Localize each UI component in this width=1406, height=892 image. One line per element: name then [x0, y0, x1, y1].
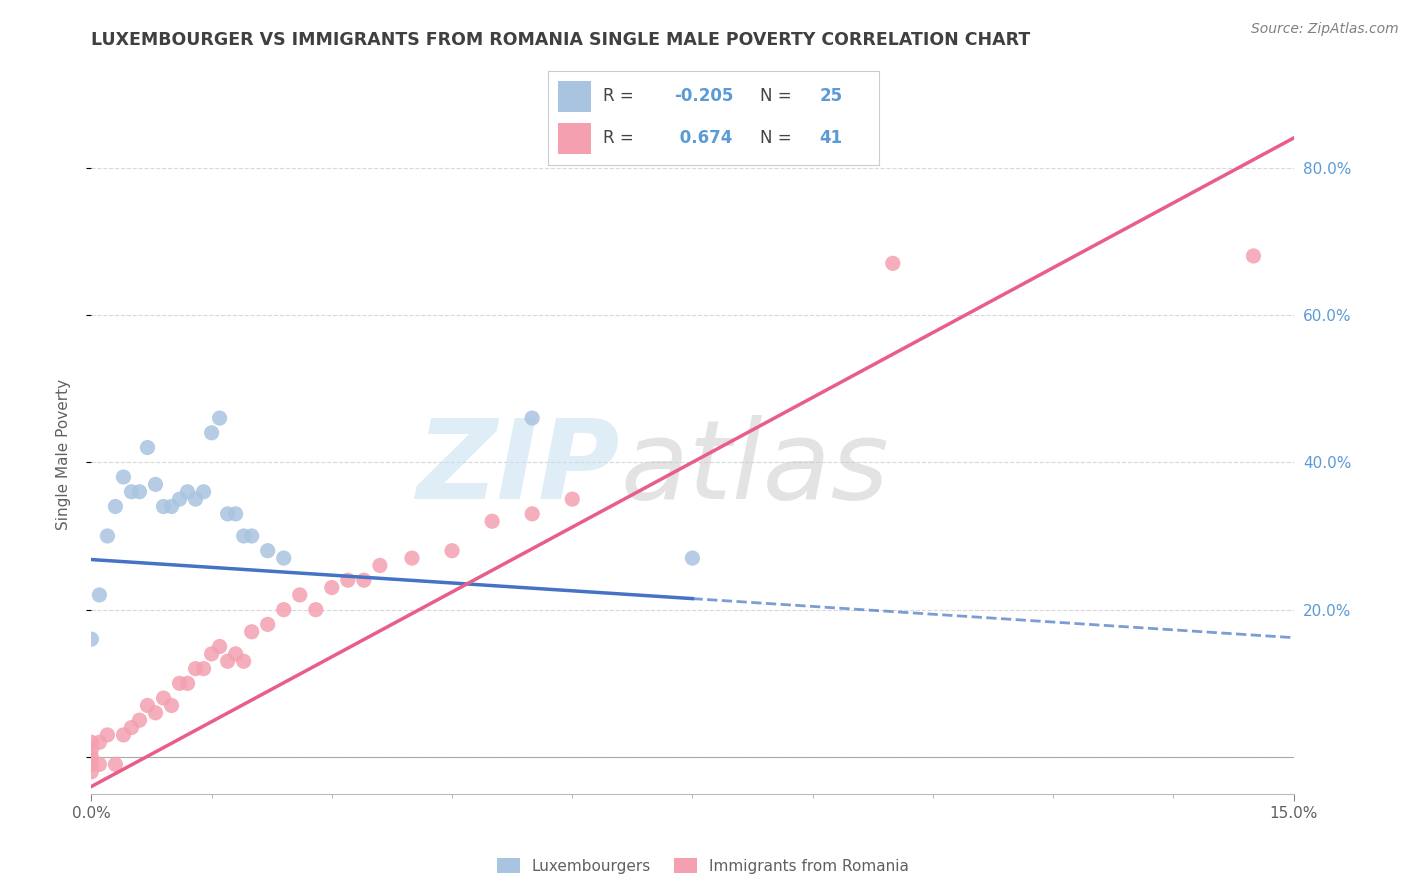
Point [201, 647, 224, 661]
Point [217, 654, 239, 668]
Point [89, 588, 111, 602]
Point [217, 507, 239, 521]
Point [112, 728, 135, 742]
Point [169, 492, 191, 507]
Point [96, 728, 118, 742]
Text: 25: 25 [820, 87, 842, 105]
Point [176, 676, 198, 690]
Point [128, 484, 150, 499]
Point [152, 500, 174, 514]
Point [176, 484, 198, 499]
Point [169, 676, 191, 690]
Point [104, 757, 127, 772]
Y-axis label: Single Male Poverty: Single Male Poverty [56, 379, 70, 531]
Point [160, 698, 183, 713]
Point [273, 551, 295, 566]
Point [80, 735, 103, 749]
Point [440, 543, 463, 558]
Point [273, 602, 295, 616]
Legend: Luxembourgers, Immigrants from Romania: Luxembourgers, Immigrants from Romania [491, 852, 915, 880]
Text: R =: R = [603, 129, 634, 147]
Text: N =: N = [759, 87, 792, 105]
Point [121, 484, 143, 499]
Point [256, 617, 278, 632]
Point [104, 500, 127, 514]
Bar [558, 81, 592, 112]
Point [80, 750, 103, 764]
Point [522, 507, 544, 521]
Text: 0.674: 0.674 [673, 129, 733, 147]
Point [145, 706, 167, 720]
Point [208, 411, 231, 425]
Point [136, 698, 159, 713]
Point [681, 551, 703, 566]
Point [232, 529, 254, 543]
Point [353, 573, 375, 587]
Point [201, 425, 224, 440]
Text: 41: 41 [820, 129, 842, 147]
Point [561, 492, 583, 507]
Point [368, 558, 391, 573]
Point [96, 529, 118, 543]
Point [232, 654, 254, 668]
Text: R =: R = [603, 87, 634, 105]
Point [240, 624, 263, 639]
Point [288, 588, 311, 602]
Point [256, 543, 278, 558]
Point [336, 573, 359, 587]
Point [401, 551, 423, 566]
Point [80, 632, 103, 647]
Text: -0.205: -0.205 [673, 87, 734, 105]
Point [80, 742, 103, 756]
Point [121, 721, 143, 735]
Point [1243, 249, 1265, 263]
Point [89, 735, 111, 749]
Text: ZIP: ZIP [416, 415, 620, 522]
Point [145, 477, 167, 491]
Point [184, 492, 207, 507]
Text: atlas: atlas [620, 415, 889, 522]
Point [128, 713, 150, 727]
Text: N =: N = [759, 129, 792, 147]
Point [522, 411, 544, 425]
Point [89, 757, 111, 772]
Point [481, 514, 503, 528]
Point [208, 640, 231, 654]
Point [305, 602, 328, 616]
Point [240, 529, 263, 543]
Point [321, 581, 343, 595]
Point [225, 507, 247, 521]
Point [80, 757, 103, 772]
Point [136, 441, 159, 455]
Point [80, 764, 103, 779]
Text: LUXEMBOURGER VS IMMIGRANTS FROM ROMANIA SINGLE MALE POVERTY CORRELATION CHART: LUXEMBOURGER VS IMMIGRANTS FROM ROMANIA … [91, 31, 1031, 49]
Point [225, 647, 247, 661]
Point [193, 662, 215, 676]
Point [193, 484, 215, 499]
Point [112, 470, 135, 484]
Text: Source: ZipAtlas.com: Source: ZipAtlas.com [1251, 22, 1399, 37]
Point [152, 691, 174, 706]
Point [160, 500, 183, 514]
Point [184, 662, 207, 676]
Point [882, 256, 904, 270]
Bar [558, 123, 592, 153]
